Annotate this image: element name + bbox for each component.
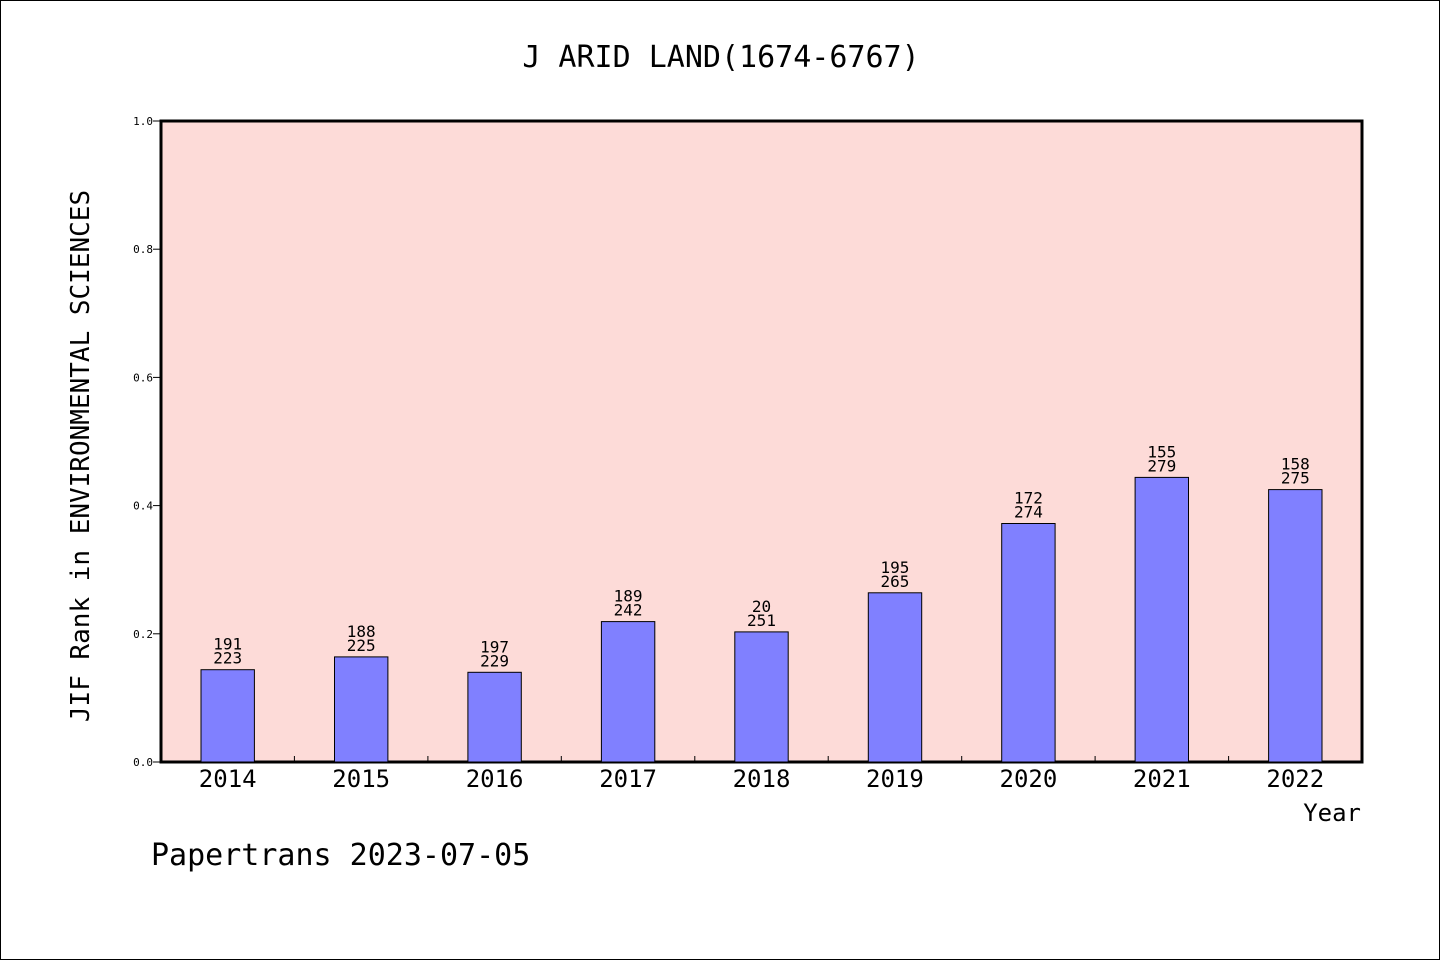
- x-tick-label: 2017: [599, 765, 657, 793]
- bar-rank-label: 20: [752, 597, 771, 616]
- bar-total-label: 251: [747, 611, 776, 630]
- y-tick-label: 1.0: [133, 115, 153, 128]
- x-tick-label: 2020: [1000, 765, 1058, 793]
- bar-2019: [867, 592, 923, 763]
- x-tick-label: 2022: [1266, 765, 1324, 793]
- bar-total-label: 242: [614, 601, 643, 620]
- bar-2016: [467, 671, 522, 763]
- y-tick-label: 0.8: [133, 243, 153, 256]
- ticks-layer: 2014 2015 2016 2017 2018 2019 2020 2021 2022 0.0 0…: [133, 115, 1324, 793]
- bar-total-label: 229: [480, 651, 509, 670]
- y-tick-label: 0.2: [133, 628, 153, 641]
- bar-rank-label: 195: [880, 558, 909, 577]
- bar-total-label: 275: [1281, 469, 1310, 488]
- bar-total-label: 274: [1014, 503, 1043, 522]
- bar-rank-label: 155: [1147, 442, 1176, 461]
- bar-total-label: 265: [880, 572, 909, 591]
- bar-2020: [1001, 523, 1056, 763]
- bar-2015: [334, 656, 389, 763]
- bar-rank-label: 191: [213, 635, 242, 654]
- bar-2014: [200, 669, 255, 763]
- x-tick-label: 2015: [332, 765, 390, 793]
- bar-2018: [734, 631, 789, 763]
- bar-2022: [1268, 489, 1323, 763]
- x-tick-label: 2021: [1133, 765, 1191, 793]
- x-tick-label: 2016: [466, 765, 524, 793]
- bar-2017: [600, 621, 656, 763]
- bar-total-label: 223: [213, 649, 242, 668]
- footer-text: Papertrans 2023-07-05: [151, 838, 530, 873]
- bar-total-label: 225: [347, 636, 376, 655]
- bar-rank-label: 158: [1281, 455, 1310, 474]
- bar-rank-label: 188: [347, 622, 376, 641]
- y-tick-label: 0.4: [133, 500, 153, 513]
- y-tick-label: 0.0: [133, 756, 153, 769]
- x-tick-label: 2014: [199, 765, 257, 793]
- bar-rank-label: 189: [614, 587, 643, 606]
- y-tick-label: 0.6: [133, 371, 153, 384]
- chart-title: J ARID LAND(1674-6767): [522, 40, 919, 75]
- y-axis-label: JIF Rank in ENVIRONMENTAL SCIENCES: [66, 190, 96, 722]
- x-tick-label: 2019: [866, 765, 924, 793]
- x-axis-label: Year: [1303, 799, 1361, 827]
- bar-total-label: 279: [1147, 456, 1176, 475]
- bar-rank-label: 197: [480, 637, 509, 656]
- bar-rank-label: 172: [1014, 489, 1043, 508]
- x-tick-label: 2018: [733, 765, 791, 793]
- bar-2021: [1134, 476, 1189, 763]
